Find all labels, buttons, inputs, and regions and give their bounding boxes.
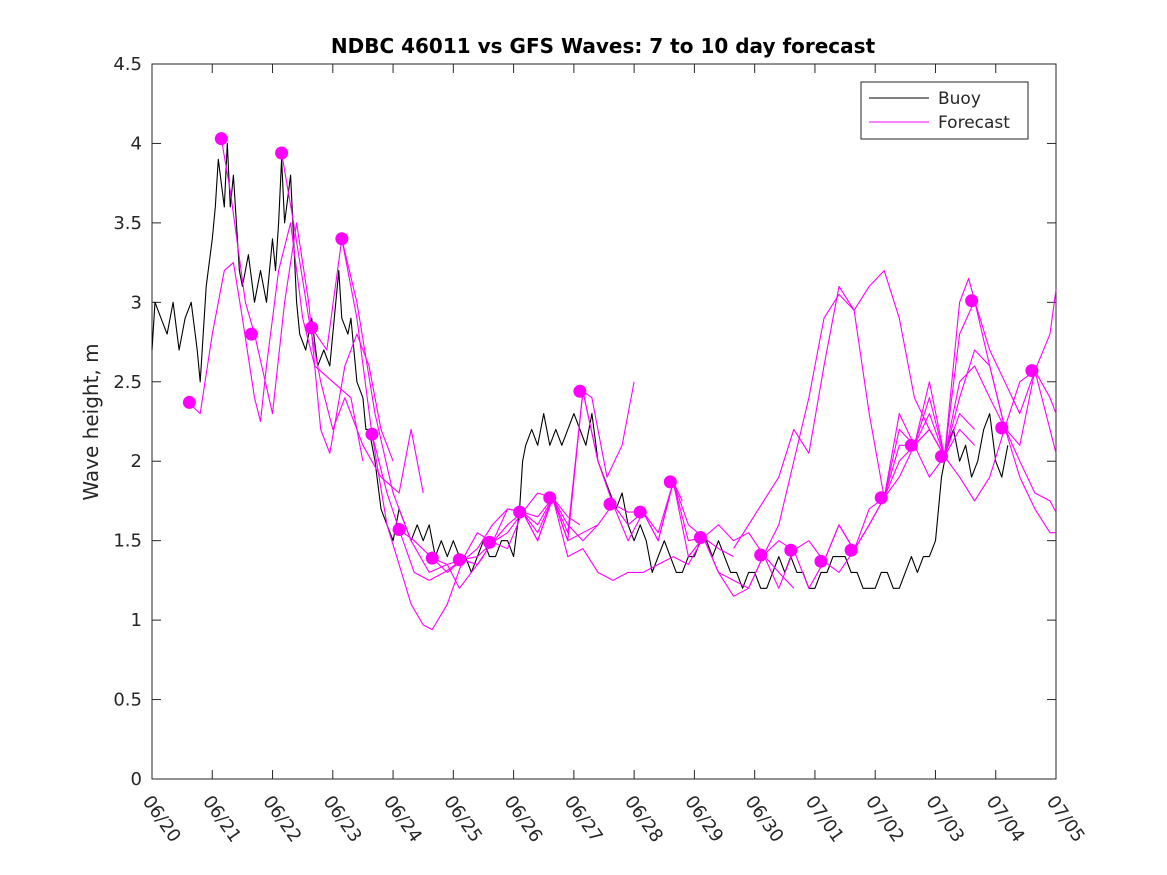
forecast-series-line-7 xyxy=(398,492,599,581)
y-tick-label: 1 xyxy=(131,610,142,631)
y-tick-label: 4 xyxy=(131,133,142,154)
forecast-marker xyxy=(633,505,647,519)
forecast-marker xyxy=(904,438,918,452)
forecast-series-line-19 xyxy=(913,427,1056,534)
forecast-marker xyxy=(365,427,379,441)
forecast-marker xyxy=(693,530,707,544)
y-tick-label: 0 xyxy=(131,769,142,790)
y-tick-labels: 0 0.5 1 1.5 2 2.5 3 3.5 4 4.5 xyxy=(113,54,142,790)
legend-box xyxy=(860,81,1029,140)
y-tick-label: 3 xyxy=(131,292,142,313)
y-axis-label: Wave height, m xyxy=(79,343,103,500)
forecast-marker xyxy=(603,497,617,511)
forecast-marker xyxy=(573,384,587,398)
forecast-marker xyxy=(305,321,319,335)
buoy-series-line xyxy=(151,142,1009,589)
forecast-marker xyxy=(663,475,677,489)
plot-area xyxy=(151,63,1057,780)
y-tick-label: 4.5 xyxy=(113,54,142,75)
y-tick-label: 3.5 xyxy=(113,213,142,234)
forecast-marker xyxy=(543,491,557,505)
forecast-series-line-4 xyxy=(311,238,484,589)
forecast-marker xyxy=(995,421,1009,435)
y-tick-label: 0.5 xyxy=(113,690,142,711)
forecast-marker xyxy=(182,395,196,409)
legend-label-forecast: Forecast xyxy=(938,113,1010,133)
forecast-series-line-15 xyxy=(763,270,1057,556)
legend: Buoy Forecast xyxy=(860,81,1029,140)
forecast-marker xyxy=(844,543,858,557)
forecast-marker xyxy=(244,327,258,341)
forecast-marker xyxy=(874,491,888,505)
forecast-markers xyxy=(182,132,1039,568)
forecast-series-line-9 xyxy=(462,481,683,566)
forecast-marker xyxy=(784,543,798,557)
forecast-marker xyxy=(513,505,527,519)
forecast-marker xyxy=(214,132,228,146)
forecast-marker xyxy=(392,523,406,537)
axis-ticks xyxy=(151,63,1057,780)
forecast-marker xyxy=(482,535,496,549)
forecast-marker xyxy=(335,232,349,246)
forecast-series-line-6 xyxy=(371,434,581,631)
forecast-marker xyxy=(452,553,466,567)
y-tick-label: 2 xyxy=(131,451,142,472)
forecast-marker xyxy=(425,551,439,565)
legend-label-buoy: Buoy xyxy=(938,89,981,109)
forecast-marker xyxy=(965,294,979,308)
forecast-series-line-1 xyxy=(187,222,364,462)
forecast-series-line-12 xyxy=(582,391,855,597)
forecast-series-line-3 xyxy=(281,152,424,494)
forecast-marker xyxy=(814,554,828,568)
chart-title: NDBC 46011 vs GFS Waves: 7 to 10 day for… xyxy=(331,34,876,58)
y-tick-label: 2.5 xyxy=(113,372,142,393)
forecast-marker xyxy=(1025,364,1039,378)
forecast-marker xyxy=(934,449,948,463)
forecast-marker xyxy=(275,146,289,160)
forecast-series-line-5 xyxy=(341,238,509,566)
forecast-series-line-17 xyxy=(853,277,1057,551)
forecast-marker xyxy=(754,548,768,562)
y-tick-label: 1.5 xyxy=(113,531,142,552)
